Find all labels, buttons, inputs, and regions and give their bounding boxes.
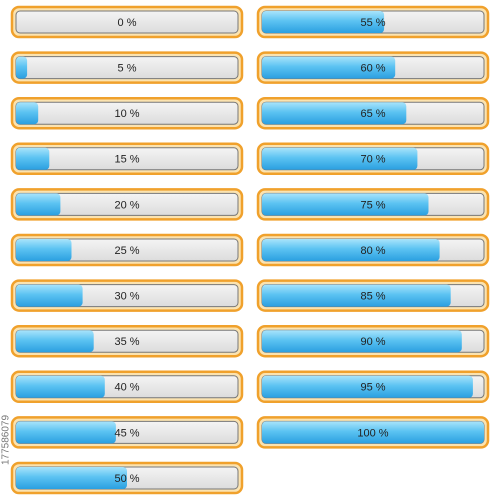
bar-label: 30 % [114,291,139,303]
bar-label: 40 % [114,382,139,394]
bar-fill [262,193,429,216]
bar-label: 75 % [360,199,385,211]
bar-fill [16,239,72,261]
bar-label: 25 % [114,245,139,257]
bar-label: 0 % [118,17,137,29]
bar-label: 70 % [360,154,385,166]
bar-fill [262,239,440,261]
bar-fill [16,193,61,216]
bar-label: 10 % [114,108,139,120]
bar-label: 100 % [357,427,388,439]
bar-label: 85 % [360,291,385,303]
bar-label: 60 % [360,63,385,75]
bar-label: 50 % [114,473,139,485]
bar-label: 55 % [360,17,385,29]
bar-track [15,10,239,34]
bar-fill [16,56,28,79]
bar-fill [16,147,50,170]
bar-label: 35 % [114,336,139,348]
bar-fill [16,421,116,444]
watermark: 177586079 [1,415,12,465]
bar-label: 65 % [360,108,385,120]
bar-label: 80 % [360,245,385,257]
bar-label: 95 % [360,382,385,394]
bar-fill [262,11,385,33]
bar-label: 5 % [118,63,137,75]
bar-fill [16,102,39,125]
bar-label: 45 % [114,427,139,439]
bar-fill [262,421,484,444]
bar-fill [262,330,462,353]
bar-label: 15 % [114,154,139,166]
bar-label: 20 % [114,199,139,211]
bar-fill [16,284,83,307]
bar-fill [16,467,127,489]
bar-fill [262,102,407,125]
bar-fill [262,56,396,79]
bar-fill [262,147,418,170]
bar-fill [262,375,473,398]
bar-fill [262,284,451,307]
bar-fill [16,330,94,353]
bar-fill [16,375,105,398]
bar-label: 90 % [360,336,385,348]
